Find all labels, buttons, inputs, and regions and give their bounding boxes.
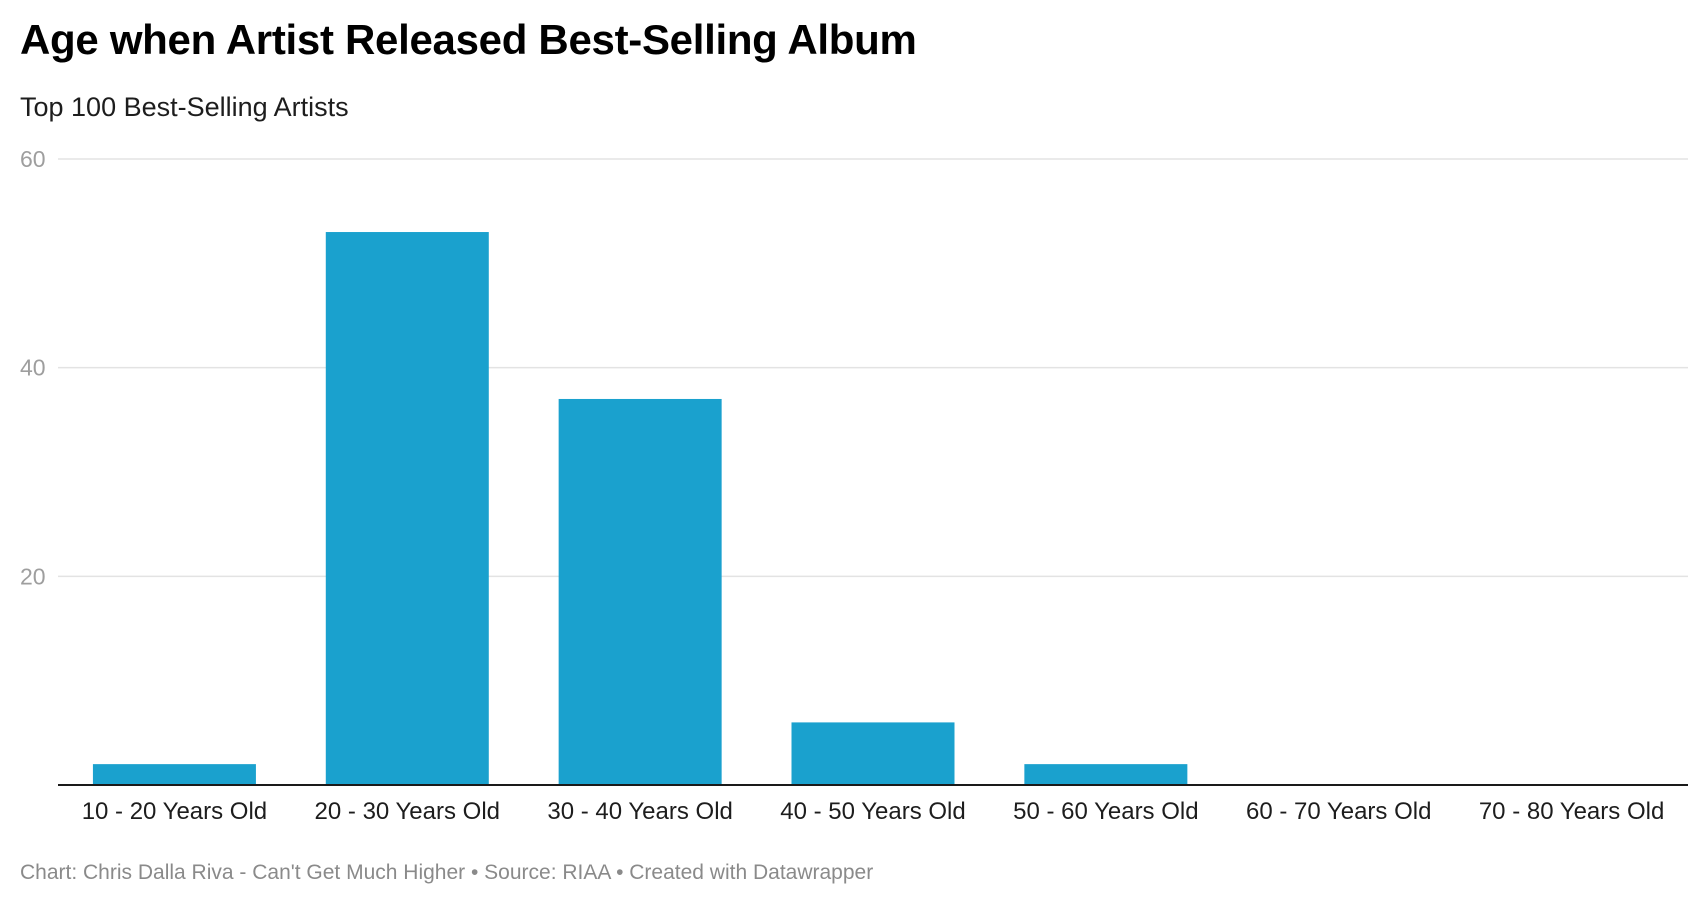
y-tick-label: 40 [20,355,46,381]
chart-subtitle: Top 100 Best-Selling Artists [20,92,349,122]
bars [92,232,1188,786]
bar [558,398,722,785]
x-tick-label: 10 - 20 Years Old [82,798,267,825]
axes: 20 40 60 10 - 20 Years Old 20 - 30 Years Old… [20,146,1688,825]
bar [325,232,489,786]
x-tick-label: 20 - 30 Years Old [315,798,500,825]
chart-footer: Chart: Chris Dalla Riva - Can't Get Much… [20,861,874,884]
gridlines [58,158,1688,578]
bar [1024,764,1188,785]
bar [92,764,256,785]
y-tick-label: 20 [20,563,46,589]
bar [791,722,955,785]
x-tick-label: 60 - 70 Years Old [1246,798,1431,825]
x-tick-label: 40 - 50 Years Old [780,798,965,825]
x-tick-label: 50 - 60 Years Old [1013,798,1198,825]
y-tick-label: 60 [20,146,46,172]
x-tick-label: 70 - 80 Years Old [1479,798,1664,825]
x-tick-label: 30 - 40 Years Old [547,798,732,825]
chart-title: Age when Artist Released Best-Selling Al… [20,16,917,63]
